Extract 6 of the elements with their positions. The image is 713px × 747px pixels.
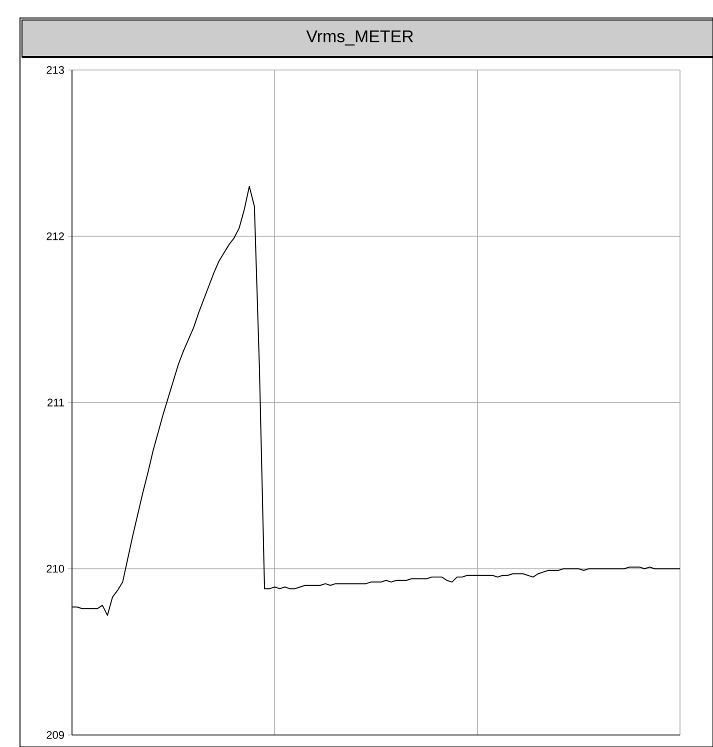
y-tick-label: 211 xyxy=(48,398,64,406)
y-tick-label: 209 xyxy=(46,731,64,739)
y-tick-label: 212 xyxy=(46,232,64,240)
y-tick-label: 213 xyxy=(46,66,64,74)
y-tick-label: 210 xyxy=(46,564,64,573)
chart-title: Vrms_METER xyxy=(306,30,414,46)
